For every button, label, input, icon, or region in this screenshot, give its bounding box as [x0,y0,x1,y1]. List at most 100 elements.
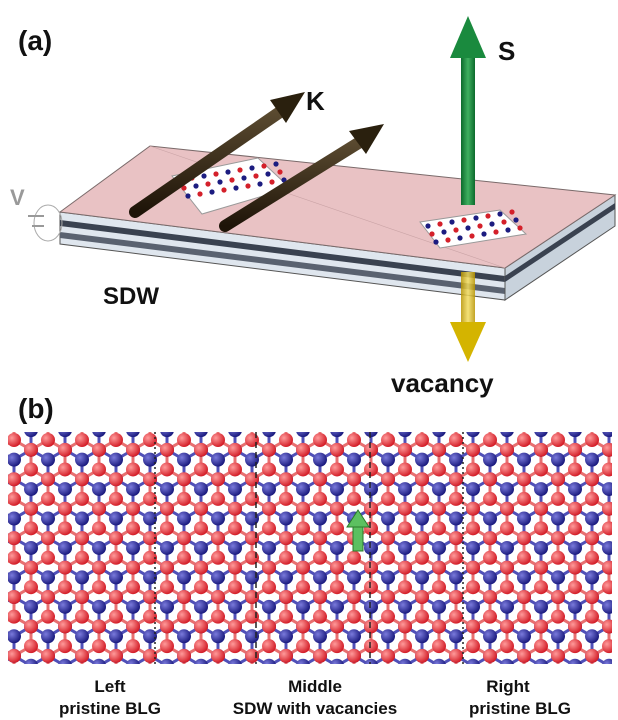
bond [0,411,14,421]
atom [602,521,612,536]
bond [167,420,184,430]
atom [194,639,208,654]
atom [364,540,378,555]
atom [58,678,72,692]
atom [415,688,429,702]
panel-label: (a) [18,25,52,56]
atom [211,590,225,605]
atom [245,590,259,605]
atom [126,462,140,477]
atom [381,413,395,427]
atom [500,619,514,634]
atom [602,698,616,712]
atom [160,482,174,497]
atom [228,404,242,418]
bond [201,685,218,695]
atom [398,482,412,497]
atom [75,491,89,506]
atom [432,658,446,664]
lattice [0,404,616,720]
bond [201,715,218,720]
atom [58,540,72,555]
atom [500,404,514,418]
atom [262,658,276,664]
atom [279,648,293,663]
atom [568,580,582,595]
atom [398,501,412,516]
atom [500,432,514,438]
atom [143,550,157,565]
atom [7,708,21,720]
atom [211,708,225,720]
atom [551,629,565,644]
atom [160,580,174,595]
atom [534,639,548,654]
bond [558,411,575,421]
inset-atom [461,217,467,223]
atom [381,472,395,487]
atom [228,658,242,664]
atom [517,550,531,565]
atom [143,590,157,605]
atom [109,452,123,467]
atom [177,511,191,526]
bond [422,685,439,695]
atom [313,590,327,605]
atom [415,629,429,644]
atom [585,669,599,683]
atom [585,609,599,624]
bond [218,685,235,695]
bond [82,420,99,430]
atom [8,472,21,487]
bond [541,420,558,430]
atom [364,678,378,692]
atom [0,561,4,575]
atom [0,502,4,516]
atom [602,501,612,516]
atom [398,698,412,712]
atom [347,570,361,585]
inset-atom [229,177,235,183]
atom [585,511,599,526]
atom [109,511,123,526]
inset-atom [197,191,203,197]
atom [585,590,599,605]
atom [211,629,225,644]
atom [381,629,395,644]
atom [347,550,361,565]
atom [296,560,310,575]
inset-atom [449,219,455,225]
bond [371,420,388,430]
atom [466,462,480,477]
atom [262,678,276,692]
atom [0,404,4,418]
atom [58,501,72,516]
bond [473,420,490,430]
atom [0,443,4,457]
atom [8,511,21,526]
atom [245,648,259,663]
atom [160,698,174,712]
bond [439,685,456,695]
atom [126,619,140,634]
atom [330,658,344,664]
atom [228,580,242,595]
atom [92,482,106,497]
inset-atom [465,225,471,231]
inset-atom [233,185,239,191]
atom [432,432,446,438]
atom [245,511,259,526]
atom [245,433,259,447]
atom [126,599,140,614]
atom [466,678,480,692]
atom [534,521,548,536]
atom [0,619,4,633]
bond [575,420,592,430]
atom [602,599,612,614]
atom [313,413,327,427]
atom [534,540,548,555]
atom [7,688,21,702]
atom [194,432,208,438]
atom [24,432,38,438]
atom [466,482,480,497]
